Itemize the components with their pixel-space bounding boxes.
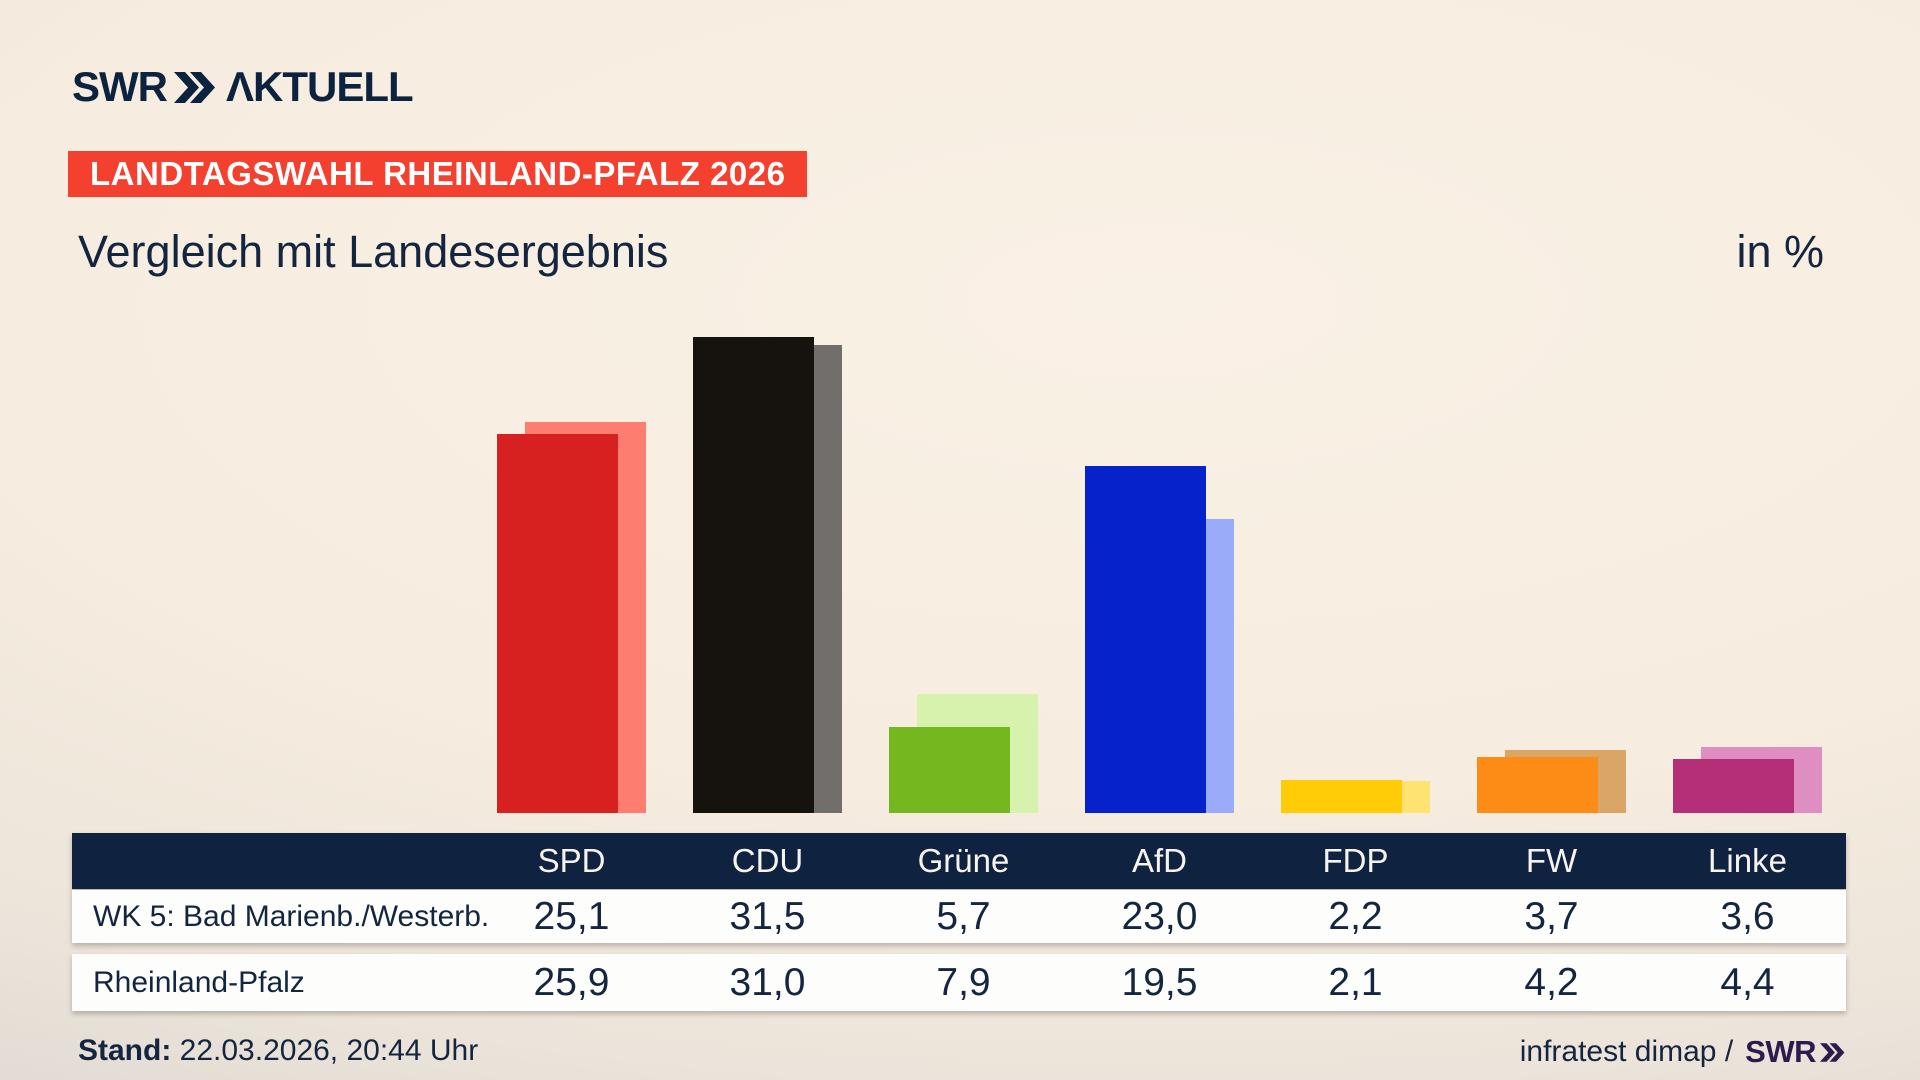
value-cell: 25,1 — [533, 894, 610, 938]
value-cell: 2,1 — [1328, 960, 1383, 1004]
row-label: Rheinland-Pfalz — [93, 965, 305, 999]
value-cell: 25,9 — [533, 960, 610, 1004]
party-header-cdu: CDU — [731, 842, 804, 879]
attribution-brand-text: SWR — [1745, 1034, 1816, 1069]
swr-aktuell-logo: SWR ΛKTUELL — [72, 63, 414, 110]
badge-label: LANDTAGSWAHL RHEINLAND-PFALZ 2026 — [90, 155, 786, 192]
value-cell: 19,5 — [1121, 960, 1198, 1004]
bar-constituency-cdu — [693, 337, 814, 813]
election-badge: LANDTAGSWAHL RHEINLAND-PFALZ 2026 — [68, 151, 808, 197]
party-header-spd: SPD — [537, 842, 606, 879]
bar-constituency-linke — [1673, 758, 1794, 813]
value-cell: 31,0 — [729, 960, 806, 1004]
attribution-text: infratest dimap / — [1519, 1035, 1734, 1068]
bar-constituency-fw — [1477, 757, 1598, 813]
table-header-row: SPD CDU Grüne AfD FDP FW Linke — [72, 833, 1846, 889]
bar-constituency-afd — [1085, 465, 1206, 813]
value-cell: 3,7 — [1524, 894, 1579, 938]
party-header-grne: Grüne — [917, 842, 1010, 879]
bar-constituency-fdp — [1281, 779, 1402, 813]
value-cell: 23,0 — [1121, 894, 1198, 938]
value-cell: 5,7 — [936, 894, 991, 938]
stand-value: 22.03.2026, 20:44 Uhr — [171, 1034, 479, 1067]
bar-constituency-spd — [497, 434, 618, 813]
party-header-fdp: FDP — [1322, 842, 1389, 879]
value-cell: 31,5 — [729, 894, 806, 938]
value-cell: 4,2 — [1524, 960, 1579, 1004]
party-header-fw: FW — [1525, 842, 1578, 879]
unit-label: in % — [1736, 226, 1824, 277]
row-label: WK 5: Bad Marienb./Westerb. — [93, 899, 490, 933]
table-row-state: Rheinland-Pfalz 25,9 31,0 7,9 19,5 2,1 4,2 4,4 — [72, 954, 1846, 1011]
double-chevron-icon — [174, 71, 215, 103]
party-header-afd: AfD — [1131, 842, 1187, 879]
value-cell: 3,6 — [1720, 894, 1775, 938]
table-row-constituency: WK 5: Bad Marienb./Westerb. 25,1 31,5 5,7 2… — [72, 890, 1846, 943]
bar-constituency-grne — [889, 726, 1010, 813]
logo-aktuell-text: ΛKTUELL — [226, 63, 414, 110]
attribution: infratest dimap / SWR — [1520, 1034, 1845, 1070]
double-chevron-icon — [1820, 1042, 1845, 1062]
stand-label: Stand: — [78, 1034, 172, 1067]
value-cell: 7,9 — [936, 960, 991, 1004]
logo-swr-text: SWR — [72, 63, 168, 110]
chart-title: Vergleich mit Landesergebnis — [78, 226, 669, 277]
swr-logo-small: SWR — [1745, 1034, 1845, 1070]
timestamp: Stand: 22.03.2026, 20:44 Uhr — [78, 1034, 478, 1068]
party-header-linke: Linke — [1708, 842, 1787, 879]
value-cell: 4,4 — [1720, 960, 1775, 1004]
value-cell: 2,2 — [1328, 894, 1383, 938]
